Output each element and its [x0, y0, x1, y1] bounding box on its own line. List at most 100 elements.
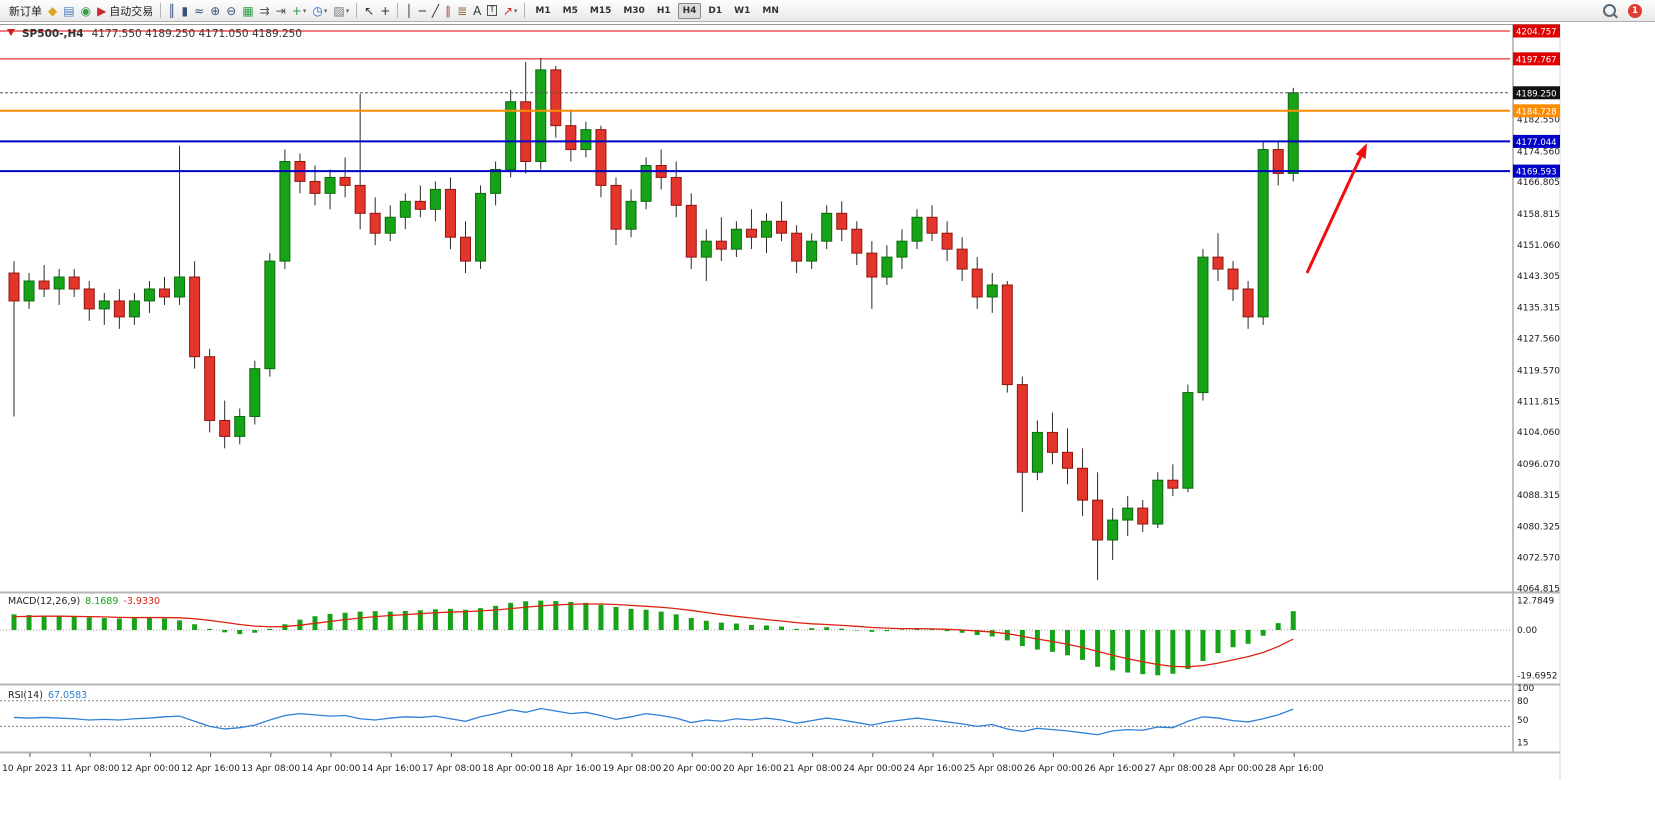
price-axis-label: 4127.560: [1517, 335, 1560, 345]
rsi-axis-label: 100: [1517, 684, 1534, 694]
autotrading-button[interactable]: ▶ 自动交易: [97, 3, 154, 18]
candle: [1197, 249, 1209, 401]
cursor-icon[interactable]: ↖: [364, 3, 375, 18]
templates-icon[interactable]: ▨: [330, 1, 352, 21]
timeframe-button-m15[interactable]: M15: [585, 3, 616, 19]
candle: [249, 360, 261, 425]
panel-splitter[interactable]: [0, 751, 1560, 754]
time-axis-label: 27 Apr 08:00: [1144, 764, 1203, 774]
one-click-trading-toggle[interactable]: [7, 29, 15, 36]
svg-text:4189.250: 4189.250: [1516, 89, 1557, 99]
crosshair-icon[interactable]: +: [380, 3, 391, 18]
candle: [655, 149, 667, 190]
candle: [610, 177, 622, 246]
new-order-button[interactable]: 新订单: [9, 4, 42, 18]
text-tool-icon[interactable]: A: [473, 3, 482, 18]
candle: [745, 209, 757, 250]
candle: [83, 281, 95, 321]
time-axis-label: 13 Apr 08:00: [241, 764, 300, 774]
horizontal-line-icon[interactable]: ─: [418, 3, 426, 18]
auto-scroll-icon[interactable]: ⇉: [259, 3, 270, 18]
trendline-icon[interactable]: ╱: [431, 3, 440, 18]
macd-label: MACD(12,26,9) 8.1689 -3.9330: [8, 596, 160, 607]
data-window-icon[interactable]: ◉: [80, 3, 92, 18]
text-label-icon[interactable]: T: [487, 5, 497, 16]
candle: [53, 269, 65, 305]
candle: [429, 181, 441, 222]
candle: [324, 169, 336, 210]
chart-shift-icon[interactable]: ⇥: [275, 3, 286, 18]
time-axis-label: 14 Apr 00:00: [302, 764, 361, 774]
candle: [384, 205, 396, 242]
timeframe-button-m30[interactable]: M30: [618, 3, 649, 19]
tile-windows-icon[interactable]: ▦: [242, 3, 254, 18]
timeframe-button-h1[interactable]: H1: [652, 3, 676, 19]
candle: [821, 205, 833, 250]
zoom-out-icon[interactable]: ⊖: [226, 3, 237, 18]
panel-splitter[interactable]: [0, 591, 1560, 594]
price-axis-label: 4158.815: [1517, 210, 1560, 220]
timeframe-button-d1[interactable]: D1: [703, 3, 727, 19]
timeframe-button-mn[interactable]: MN: [757, 3, 784, 19]
equidistant-channel-icon[interactable]: ∥: [445, 3, 452, 18]
candlestick-series: [8, 57, 1299, 580]
time-axis-label: 21 Apr 08:00: [783, 764, 842, 774]
time-axis-label: 24 Apr 16:00: [904, 764, 963, 774]
rsi-axis-label: 15: [1517, 738, 1528, 748]
zoom-in-icon[interactable]: ⊕: [210, 3, 221, 18]
price-axis-label: 4072.570: [1517, 554, 1560, 564]
periods-icon[interactable]: ◷: [309, 1, 330, 21]
candle: [1242, 281, 1254, 329]
time-axis-label: 24 Apr 00:00: [843, 764, 902, 774]
candle: [911, 209, 923, 250]
trend-arrow-annotation[interactable]: [1305, 143, 1367, 274]
time-axis[interactable]: [0, 753, 1513, 780]
candle: [1062, 428, 1073, 485]
price-axis-label: 4080.325: [1517, 523, 1560, 533]
toolbar-items: 新订单◆▤◉▶自动交易║▮≈⊕⊖▦⇉⇥+◷▨↖+│─╱∥≣AT↗M1M5M15M…: [3, 0, 785, 21]
bar-chart-icon[interactable]: ║: [168, 3, 176, 18]
candle: [1046, 412, 1058, 465]
candle: [354, 93, 366, 230]
price-axis[interactable]: [1513, 25, 1560, 753]
candle: [1077, 448, 1089, 517]
candle: [1257, 141, 1269, 325]
candle: [715, 217, 727, 262]
candle: [761, 213, 772, 254]
candle: [113, 288, 125, 329]
candlestick-chart-icon[interactable]: ▮: [181, 3, 189, 18]
time-axis-label: 19 Apr 08:00: [603, 764, 662, 774]
fibonacci-icon[interactable]: ≣: [457, 3, 468, 18]
candle: [986, 273, 998, 313]
candle: [8, 261, 20, 417]
timeframe-button-m5[interactable]: M5: [558, 3, 583, 19]
candle: [309, 165, 321, 206]
timeframe-button-w1[interactable]: W1: [729, 3, 755, 19]
indicators-icon[interactable]: +: [289, 1, 310, 21]
candle: [490, 161, 502, 206]
candle: [595, 125, 607, 198]
panel-splitter[interactable]: [0, 683, 1560, 686]
candle: [926, 205, 938, 242]
timeframe-button-h4[interactable]: H4: [677, 2, 702, 19]
candle: [98, 292, 110, 325]
search-icon[interactable]: [1603, 4, 1616, 17]
time-axis-label: 26 Apr 00:00: [1024, 764, 1083, 774]
market-watch-icon[interactable]: ▤: [63, 3, 75, 18]
line-chart-icon[interactable]: ≈: [194, 3, 205, 18]
candle: [580, 121, 592, 158]
notification-badge[interactable]: 1: [1628, 3, 1642, 18]
macd-axis-label: 12.7849: [1517, 597, 1554, 607]
candle: [776, 201, 788, 242]
timeframe-button-m1[interactable]: M1: [530, 3, 555, 19]
new-chart-icon[interactable]: ◆: [48, 3, 58, 18]
candle: [1016, 376, 1028, 513]
candle: [971, 257, 983, 309]
candle: [1287, 87, 1299, 182]
vertical-line-icon[interactable]: │: [405, 3, 413, 18]
macd-axis-label: -19.6952: [1517, 671, 1557, 681]
candle: [204, 348, 216, 433]
price-axis-label: 4135.315: [1517, 304, 1560, 314]
arrows-tool-icon[interactable]: ↗: [500, 1, 521, 21]
